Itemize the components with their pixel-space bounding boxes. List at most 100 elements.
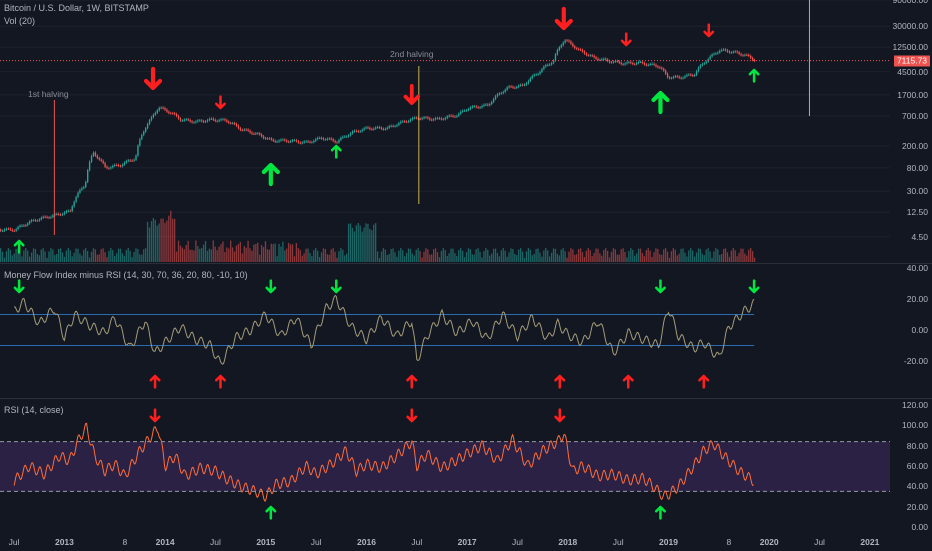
price-candle	[734, 51, 736, 53]
price-candle	[11, 229, 13, 231]
volume-bar	[79, 253, 81, 262]
price-candle	[152, 114, 155, 118]
price-candle	[597, 58, 599, 60]
price-candle	[170, 113, 172, 115]
volume-bar	[289, 244, 292, 262]
volume-bar	[628, 251, 630, 262]
mfi-axis[interactable]: 40.00 20.00 0.00 -20.00	[890, 263, 932, 398]
rsi-pane[interactable]: RSI (14, close) 120.00 100.00 80.00 60.00 40…	[0, 398, 932, 551]
price-candle	[156, 110, 158, 113]
volume-bar	[9, 249, 11, 262]
volume-bar	[133, 252, 135, 262]
volume-bar	[189, 249, 191, 262]
price-candle	[591, 55, 593, 57]
price-candle	[88, 161, 91, 171]
volume-bar	[81, 255, 83, 262]
volume-bar	[88, 257, 91, 262]
price-candle	[726, 50, 729, 52]
price-candle	[202, 121, 205, 123]
volume-bar	[50, 248, 52, 262]
price-candle	[554, 54, 557, 61]
price-pane[interactable]: Bitcoin / U.S. Dollar, 1W, BITSTAMP Vol …	[0, 0, 932, 262]
rsi-chart[interactable]	[0, 399, 932, 551]
volume-bar	[599, 253, 601, 262]
price-candle	[663, 68, 665, 71]
volume-bar	[504, 250, 506, 262]
volume-bar	[535, 248, 537, 262]
mfi-pane[interactable]: Money Flow Index minus RSI (14, 30, 70, …	[0, 263, 932, 398]
price-candle	[405, 121, 408, 123]
price-candle	[409, 119, 412, 122]
price-candle	[637, 61, 640, 64]
volume-bar	[156, 225, 158, 262]
volume-bar	[114, 255, 116, 262]
volume-bar	[678, 253, 680, 262]
buy-arrow	[261, 162, 280, 187]
volume-bar	[77, 248, 79, 262]
volume-bar	[158, 223, 160, 262]
price-candle	[160, 107, 162, 109]
price-candle	[320, 137, 323, 139]
volume-bar	[595, 248, 597, 262]
volume-bar	[593, 253, 595, 262]
price-candle	[442, 119, 445, 121]
price-candle	[313, 140, 315, 143]
volume-bar	[237, 244, 240, 262]
volume-bar	[664, 248, 667, 262]
volume-bar	[682, 248, 684, 262]
rsi-buy-arrow	[654, 505, 666, 520]
price-candle	[210, 118, 213, 120]
price-candle	[13, 230, 15, 232]
volume-bar	[744, 253, 746, 262]
price-candle	[407, 121, 410, 123]
price-candle	[543, 66, 545, 70]
price-candle	[50, 216, 52, 218]
time-tick-label: Jul	[411, 537, 423, 547]
volume-bar	[477, 248, 479, 262]
volume-bar	[102, 248, 104, 262]
volume-bar	[326, 254, 328, 262]
volume-bar	[388, 254, 390, 262]
volume-bar	[589, 250, 591, 262]
volume-bar	[303, 253, 305, 262]
volume-bar	[56, 253, 58, 262]
volume-bar	[268, 249, 270, 262]
mfi-chart[interactable]	[0, 264, 932, 398]
volume-bar	[516, 255, 518, 262]
volume-bar	[442, 248, 444, 262]
price-candle	[5, 228, 8, 230]
price-candle	[537, 74, 539, 76]
price-candle	[297, 141, 300, 143]
volume-bar	[734, 250, 736, 262]
price-candle	[380, 127, 383, 129]
volume-bar	[143, 249, 145, 262]
volume-bar	[653, 252, 655, 262]
volume-bar	[172, 218, 174, 262]
volume-bar	[297, 248, 299, 262]
volume-bar	[328, 254, 330, 262]
volume-bar	[257, 242, 259, 262]
volume-bar	[572, 249, 574, 262]
volume-bar	[361, 231, 363, 262]
price-candle	[400, 121, 402, 124]
price-chart[interactable]	[0, 0, 932, 262]
volume-bar	[717, 249, 719, 262]
volume-bar	[396, 256, 398, 262]
price-candle	[349, 133, 352, 136]
price-candle	[98, 158, 100, 160]
volume-bar	[272, 244, 274, 262]
time-tick-label: Jul	[210, 537, 221, 547]
price-candle	[382, 128, 385, 130]
price-candle	[241, 129, 244, 131]
price-tick-label: 12.50	[906, 207, 928, 218]
volume-bar	[69, 250, 71, 262]
volume-bar	[262, 247, 265, 262]
price-candle	[504, 89, 506, 92]
price-candle	[119, 165, 122, 167]
price-axis[interactable]: 90000.00 30000.00 12500.00 4500.00 1700.00 70…	[890, 0, 932, 262]
rsi-axis[interactable]: 120.00 100.00 80.00 60.00 40.00 20.00 0.00	[890, 399, 932, 551]
volume-bar	[753, 257, 756, 262]
price-candle	[612, 61, 615, 63]
volume-bar	[54, 255, 56, 262]
